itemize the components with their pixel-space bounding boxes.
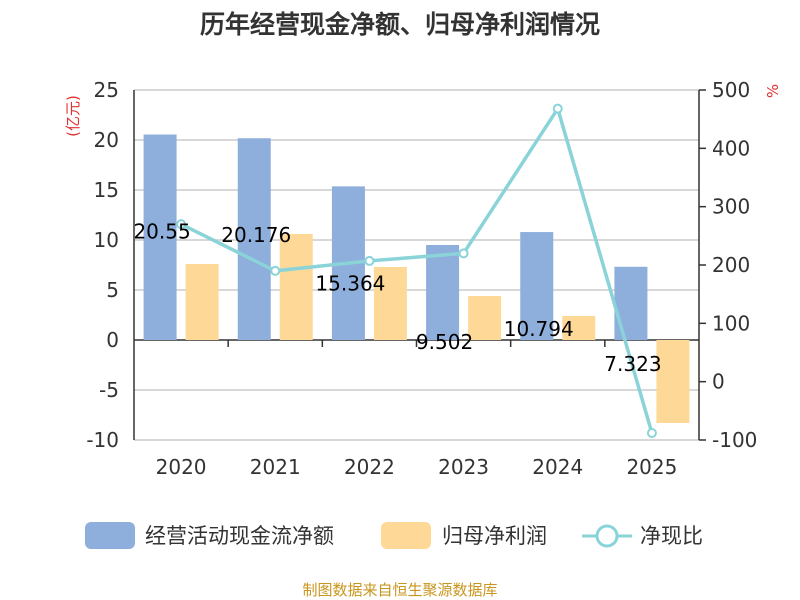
- bar-cashflow: [143, 134, 177, 340]
- right-axis-tick-label: 300: [712, 195, 750, 219]
- left-axis-tick-label: 15: [94, 178, 119, 202]
- category-label: 2022: [344, 455, 395, 479]
- legend-item-cashflow[interactable]: 经营活动现金流净额: [85, 522, 334, 549]
- right-axis-unit: %: [764, 84, 782, 98]
- bar-netprofit: [185, 264, 219, 340]
- ratio-line-path: [180, 106, 654, 434]
- legend-label-netprofit: 归母净利润: [442, 524, 547, 548]
- bar-cashflow: [614, 266, 648, 340]
- ratio-point[interactable]: [176, 219, 187, 230]
- legend-item-ratio[interactable]: 净现比: [582, 524, 703, 548]
- bar-value-label: 20.176: [221, 223, 291, 247]
- bar-netprofit: [656, 340, 690, 423]
- bar-cashflow: [426, 244, 460, 340]
- left-axis-tick-label: 0: [106, 328, 119, 352]
- left-axis-tick-label: -10: [86, 428, 119, 452]
- grid-lines: [134, 89, 699, 441]
- right-axis-tick-label: 0: [712, 370, 725, 394]
- left-axis-tick-label: 10: [94, 228, 119, 252]
- ratio-point[interactable]: [552, 103, 563, 114]
- category-label: 2024: [532, 455, 583, 479]
- chart-title: 历年经营现金净额、归母净利润情况: [200, 10, 600, 39]
- axes: 25 20 15 10 5 0 -5 -10 500 400 300 200 100 0 -100 2020 2…: [86, 78, 757, 479]
- bar-netprofit: [562, 316, 596, 340]
- right-axis-tick-label: 400: [712, 136, 750, 160]
- left-axis-tick-label: 20: [94, 128, 119, 152]
- legend: 经营活动现金流净额 归母净利润 净现比: [85, 522, 703, 549]
- category-label: 2020: [156, 455, 207, 479]
- legend-swatch-cashflow: [85, 522, 135, 549]
- bar-cashflow: [520, 232, 554, 340]
- right-axis-tick-label: 500: [712, 78, 750, 102]
- ratio-point[interactable]: [270, 265, 281, 276]
- ratio-point[interactable]: [458, 248, 469, 259]
- bar-value-label: 20.55: [133, 220, 190, 244]
- legend-marker-ratio: [595, 524, 619, 548]
- ratio-line: [176, 103, 657, 438]
- bar-value-label: 15.364: [315, 271, 385, 295]
- category-label: 2025: [626, 455, 677, 479]
- left-axis-unit: (亿元): [64, 95, 82, 137]
- left-axis-tick-label: 25: [94, 78, 119, 102]
- ratio-point[interactable]: [646, 428, 657, 438]
- legend-item-netprofit[interactable]: 归母净利润: [381, 522, 547, 549]
- bar-value-label: 10.794: [504, 317, 574, 341]
- legend-label-ratio: 净现比: [640, 524, 703, 548]
- category-label: 2023: [438, 455, 489, 479]
- left-axis-tick-label: 5: [106, 278, 119, 302]
- left-axis-tick-label: -5: [99, 378, 119, 402]
- bar-netprofit: [279, 234, 313, 340]
- bar-value-label: 7.323: [604, 352, 661, 376]
- legend-swatch-netprofit: [381, 522, 431, 549]
- bar-value-label: 9.502: [416, 330, 473, 354]
- bar-netprofit: [468, 296, 502, 340]
- category-label: 2021: [250, 455, 301, 479]
- data-labels: 20.55 20.176 15.364 9.502 10.794 7.323: [133, 220, 661, 376]
- bar-netprofit: [373, 267, 407, 340]
- source-note: 制图数据来自恒生聚源数据库: [302, 581, 497, 599]
- ratio-point[interactable]: [364, 255, 375, 266]
- right-axis-tick-label: 100: [712, 311, 750, 335]
- legend-label-cashflow: 经营活动现金流净额: [145, 524, 334, 548]
- bar-cashflow: [237, 138, 271, 340]
- right-axis-tick-label: 200: [712, 253, 750, 277]
- bars: [143, 134, 690, 423]
- right-axis-tick-label: -100: [712, 428, 757, 452]
